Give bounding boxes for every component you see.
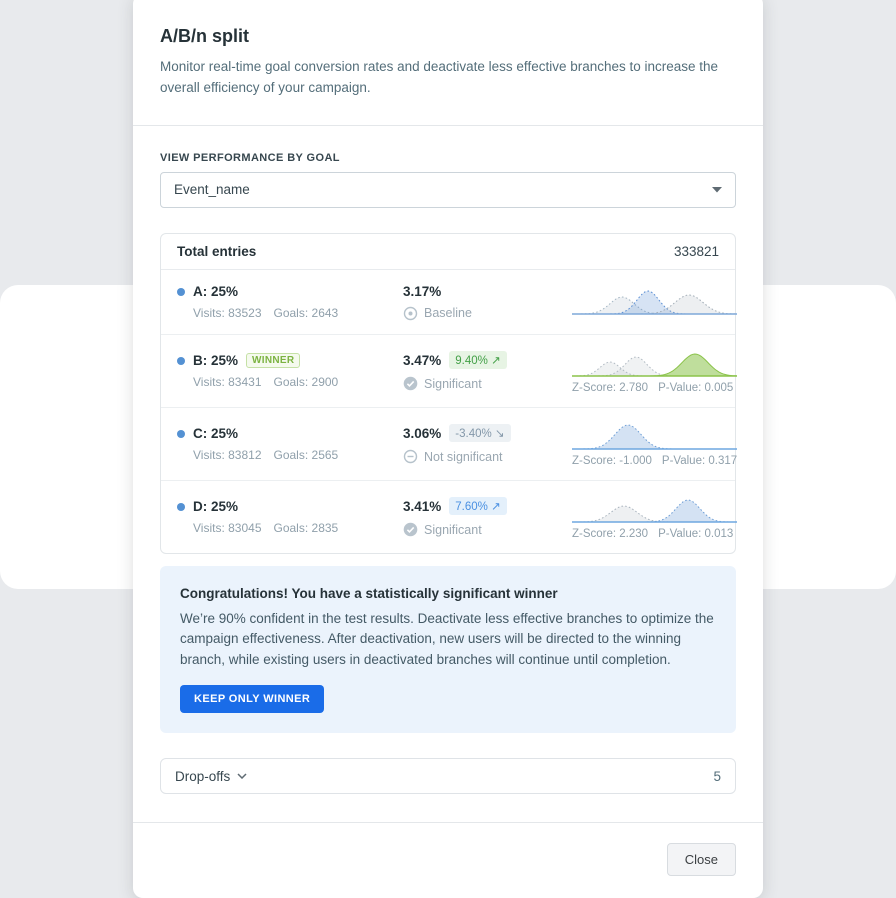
delta-badge: 7.60% ↗ [449, 497, 507, 516]
status-text: Not significant [424, 449, 503, 464]
visits-label: Visits: 83523 [193, 306, 262, 321]
page-title: A/B/n split [160, 26, 249, 46]
check-circle-icon [403, 523, 418, 537]
table-header-row: Total entries 333821 [161, 234, 735, 270]
modal-description: Monitor real-time goal conversion rates … [160, 59, 719, 95]
z-score: Z-Score: 2.230 [572, 527, 649, 540]
branch-cell: B: 25% WINNER Visits: 83431 Goals: 2900 [177, 353, 403, 389]
branch-dot-icon [177, 356, 185, 365]
dropoffs-label: Drop-offs [175, 768, 231, 784]
table-row: D: 25% Visits: 83045 Goals: 2835 3.41% 7… [161, 481, 737, 553]
goals-label: Goals: 2565 [273, 448, 339, 463]
congratulations-body: We’re 90% confident in the test results.… [180, 610, 714, 667]
modal-body: VIEW PERFORMANCE BY GOAL Event_name Tota… [133, 126, 763, 795]
p-value: P-Value: 0.013 [658, 527, 734, 540]
distribution-chart [572, 422, 737, 452]
rate-cell: 3.06% -3.40% ↘ Not significant [403, 424, 572, 464]
z-score: Z-Score: 2.780 [572, 381, 649, 394]
branch-name: B: 25% [193, 353, 239, 369]
minus-circle-icon [403, 450, 418, 464]
performance-table: Total entries 333821 A: 25% Visits: 8352… [160, 232, 737, 554]
conversion-rate: 3.41% [403, 498, 442, 514]
total-entries-value: 333821 [673, 243, 719, 259]
congratulations-title: Congratulations! You have a statisticall… [180, 585, 558, 601]
goal-section-label: VIEW PERFORMANCE BY GOAL [160, 151, 340, 164]
branch-cell: A: 25% Visits: 83523 Goals: 2643 [177, 284, 403, 320]
rate-cell: 3.47% 9.40% ↗ Significant [403, 351, 572, 391]
table-row: B: 25% WINNER Visits: 83431 Goals: 2900 … [161, 335, 737, 408]
status-text: Significant [424, 522, 482, 537]
branch-dot-icon [177, 502, 185, 511]
conversion-rate: 3.47% [403, 352, 442, 368]
congratulations-panel: Congratulations! You have a statisticall… [160, 565, 736, 734]
p-value: P-Value: 0.317 [661, 454, 738, 467]
branch-cell: D: 25% Visits: 83045 Goals: 2835 [177, 499, 403, 535]
distribution-chart-cell: Z-Score: -1.000 P-Value: 0.317 [572, 422, 752, 467]
branch-name: D: 25% [193, 499, 239, 515]
close-button[interactable]: Close [666, 843, 736, 877]
abn-split-modal: A/B/n split Monitor real-time goal conve… [133, 0, 763, 898]
modal-header: A/B/n split Monitor real-time goal conve… [133, 0, 763, 125]
distribution-chart [572, 349, 737, 379]
status-text: Baseline [424, 306, 472, 321]
conversion-rate: 3.06% [403, 425, 442, 441]
distribution-chart [572, 495, 737, 525]
rate-cell: 3.17% Baseline [403, 284, 572, 321]
p-value: P-Value: 0.005 [658, 381, 734, 394]
modal-footer: Close [133, 823, 763, 898]
goals-label: Goals: 2900 [273, 375, 339, 390]
distribution-chart [572, 287, 752, 317]
branch-name: A: 25% [193, 284, 239, 300]
distribution-chart-cell: Z-Score: 2.230 P-Value: 0.013 [572, 495, 752, 540]
table-row: A: 25% Visits: 83523 Goals: 2643 3.17% B… [161, 270, 737, 335]
goal-select-value: Event_name [174, 182, 250, 198]
header-divider [133, 124, 763, 126]
goals-label: Goals: 2643 [273, 306, 339, 321]
rate-cell: 3.41% 7.60% ↗ Significant [403, 497, 572, 537]
branch-cell: C: 25% Visits: 83812 Goals: 2565 [177, 426, 403, 462]
z-score: Z-Score: -1.000 [572, 454, 652, 467]
visits-label: Visits: 83812 [193, 448, 262, 463]
keep-only-winner-button[interactable]: KEEP ONLY WINNER [180, 685, 325, 714]
goal-select[interactable]: Event_name [160, 171, 736, 208]
distribution-chart-cell: Z-Score: 2.780 P-Value: 0.005 [572, 349, 752, 394]
total-entries-label: Total entries [177, 243, 257, 259]
delta-badge: -3.40% ↘ [449, 424, 511, 443]
check-circle-icon [403, 377, 418, 391]
dropoffs-toggle[interactable]: Drop-offs 5 [160, 758, 736, 795]
visits-label: Visits: 83431 [193, 375, 262, 390]
chevron-down-icon [237, 773, 247, 780]
status-text: Significant [424, 376, 482, 391]
dropoffs-count: 5 [713, 768, 721, 784]
delta-badge: 9.40% ↗ [449, 351, 507, 370]
baseline-icon [403, 306, 418, 321]
goals-label: Goals: 2835 [273, 521, 339, 536]
branch-name: C: 25% [193, 426, 239, 442]
visits-label: Visits: 83045 [193, 521, 262, 536]
winner-badge: WINNER [246, 353, 301, 369]
branch-dot-icon [177, 429, 185, 438]
branch-dot-icon [177, 287, 185, 296]
conversion-rate: 3.17% [403, 283, 442, 299]
table-row: C: 25% Visits: 83812 Goals: 2565 3.06% -… [161, 408, 737, 481]
footer-divider [133, 822, 763, 824]
chevron-down-icon [712, 186, 722, 193]
